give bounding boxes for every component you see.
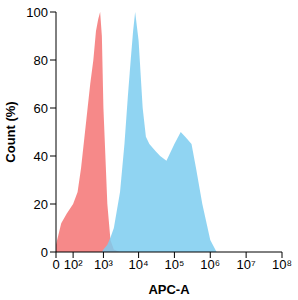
svg-text:0: 0 <box>52 257 59 272</box>
svg-text:80: 80 <box>34 53 48 68</box>
svg-text:60: 60 <box>34 101 48 116</box>
svg-text:100: 100 <box>26 5 48 20</box>
svg-text:10²: 10² <box>64 257 83 272</box>
svg-text:40: 40 <box>34 149 48 164</box>
svg-text:10⁵: 10⁵ <box>164 257 184 272</box>
svg-text:10⁷: 10⁷ <box>237 257 256 272</box>
svg-text:10⁶: 10⁶ <box>200 257 220 272</box>
svg-text:10⁴: 10⁴ <box>129 257 149 272</box>
svg-text:10³: 10³ <box>94 257 113 272</box>
svg-text:APC-A: APC-A <box>148 282 190 297</box>
svg-text:10⁸: 10⁸ <box>272 257 290 272</box>
svg-text:Count (%): Count (%) <box>8 101 18 162</box>
svg-text:20: 20 <box>34 197 48 212</box>
svg-text:0: 0 <box>41 245 48 260</box>
